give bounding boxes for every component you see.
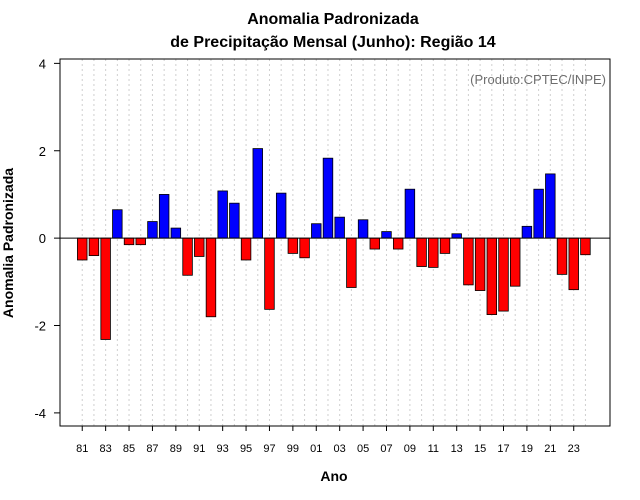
bar-21 (545, 173, 556, 239)
bar-07 (381, 231, 392, 239)
bar-95 (240, 237, 252, 261)
bar-96 (252, 148, 263, 239)
bar-93 (217, 190, 228, 239)
bar-01 (311, 223, 322, 239)
x-tick-label: 01 (310, 443, 322, 455)
y-tick-label: 0 (39, 231, 46, 246)
x-tick-label: 97 (263, 443, 275, 455)
bar-92 (205, 237, 217, 318)
x-tick-label: 87 (146, 443, 158, 455)
bar-87 (147, 221, 158, 239)
x-tick-label: 91 (193, 443, 205, 455)
x-tick-label: 95 (240, 443, 252, 455)
bar-06 (369, 237, 380, 250)
bar-17 (498, 237, 509, 312)
bar-15 (474, 237, 486, 291)
bar-10 (416, 237, 427, 267)
x-tick-label: 05 (357, 443, 369, 455)
y-axis-label: Anomalia Padronizada (0, 168, 16, 318)
vertical-gridlines (81, 59, 586, 426)
bar-14 (463, 237, 474, 286)
bar-99 (287, 237, 299, 254)
x-tick-label: 81 (76, 443, 88, 455)
bar-19 (521, 225, 533, 239)
x-tick-label: 83 (100, 443, 112, 455)
bar-18 (510, 237, 521, 287)
x-tick-label: 21 (544, 443, 556, 455)
x-tick-label: 23 (568, 443, 580, 455)
y-tick-label: -4 (34, 406, 46, 421)
bar-85 (123, 237, 135, 246)
bars-group (77, 148, 591, 340)
bar-00 (299, 237, 310, 259)
bar-81 (77, 237, 88, 261)
x-tick-label: 89 (170, 443, 182, 455)
plot-frame (59, 58, 611, 427)
bar-22 (556, 237, 568, 275)
credit-text: (Produto:CPTEC/INPE) (470, 72, 606, 87)
bar-05 (357, 219, 369, 239)
x-tick-label: 13 (451, 443, 463, 455)
bar-03 (334, 216, 345, 239)
x-tick-label: 15 (474, 443, 486, 455)
bar-94 (229, 202, 240, 239)
bar-84 (112, 209, 123, 239)
bar-08 (392, 237, 404, 250)
bar-11 (428, 237, 439, 268)
x-axis-label: Ano (320, 468, 347, 484)
bar-16 (486, 237, 498, 315)
bar-83 (100, 237, 111, 340)
y-tick-label: -2 (34, 319, 46, 334)
bar-04 (346, 237, 357, 288)
bar-86 (135, 237, 146, 246)
y-tick-label: 4 (39, 56, 46, 71)
bar-98 (275, 192, 287, 239)
bar-20 (533, 188, 544, 239)
x-axis: 81 83 85 87 89 91 93 95 97 99 01 03 05 07 09 11 13 15 17 19… (76, 426, 580, 455)
bar-24 (580, 237, 591, 256)
bar-23 (568, 237, 579, 291)
x-tick-label: 09 (404, 443, 416, 455)
y-tick-label: 2 (39, 144, 46, 159)
x-tick-label: 19 (521, 443, 533, 455)
bar-13 (451, 233, 462, 239)
x-tick-label: 99 (287, 443, 299, 455)
bar-09 (404, 188, 416, 239)
bar-02 (322, 157, 334, 239)
x-tick-label: 11 (428, 443, 439, 455)
bar-90 (182, 237, 193, 276)
x-tick-label: 93 (217, 443, 229, 455)
x-tick-label: 17 (497, 443, 509, 455)
y-axis: -4 -2 0 2 4 (34, 56, 60, 421)
bar-89 (170, 227, 182, 239)
chart-title-line1: Anomalia Padronizada (247, 11, 419, 28)
x-tick-label: 85 (123, 443, 135, 455)
x-tick-label: 03 (334, 443, 346, 455)
bar-97 (264, 237, 275, 310)
chart-title-line2: de Precipitação Mensal (Junho): Região 1… (170, 34, 496, 51)
x-tick-label: 07 (380, 443, 392, 455)
bar-88 (158, 194, 170, 239)
bar-82 (88, 237, 100, 257)
bar-91 (194, 237, 205, 257)
bar-12 (439, 237, 451, 254)
